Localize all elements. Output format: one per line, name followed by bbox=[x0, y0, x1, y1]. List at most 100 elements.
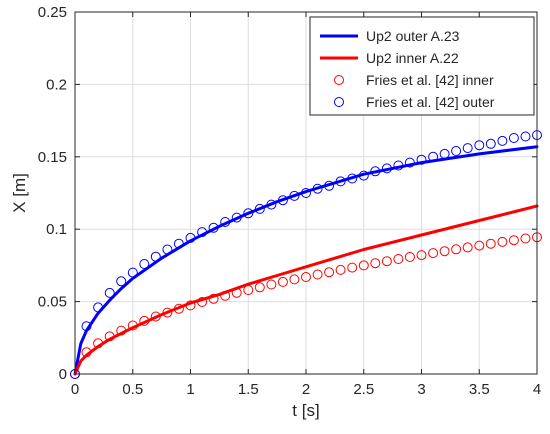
data-point-2 bbox=[150, 311, 161, 322]
data-point-3 bbox=[243, 208, 254, 219]
data-point-2 bbox=[324, 267, 335, 278]
data-point-2 bbox=[162, 307, 173, 318]
y-tick-label: 0.1 bbox=[46, 221, 67, 238]
data-point-3 bbox=[416, 154, 427, 165]
data-point-3 bbox=[485, 138, 496, 149]
data-point-3 bbox=[173, 238, 184, 249]
data-point-2 bbox=[335, 264, 346, 275]
data-point-3 bbox=[508, 133, 519, 143]
data-point-3 bbox=[197, 227, 208, 238]
data-point-3 bbox=[497, 135, 508, 146]
data-point-3 bbox=[324, 180, 335, 191]
data-point-3 bbox=[404, 157, 415, 168]
data-point-3 bbox=[451, 146, 462, 156]
axis-ticks: 0 0.5 1 1.5 2 2.5 3 3.5 4 0 0.05 0.1 0.15 0.2 0.25 bbox=[38, 4, 541, 398]
data-point-3 bbox=[104, 287, 115, 298]
data-point-3 bbox=[428, 151, 439, 162]
data-point-3 bbox=[93, 302, 104, 313]
data-point-2 bbox=[428, 248, 439, 259]
data-point-3 bbox=[312, 183, 323, 194]
data-point-3 bbox=[347, 173, 358, 184]
data-point-3 bbox=[116, 276, 127, 287]
data-point-3 bbox=[277, 195, 288, 206]
x-tick-label: 0 bbox=[71, 381, 79, 398]
data-point-3 bbox=[462, 143, 473, 154]
data-point-2 bbox=[185, 300, 196, 311]
y-tick-label: 0.05 bbox=[38, 294, 67, 311]
data-point-2 bbox=[81, 347, 92, 358]
x-tick-label: 4 bbox=[533, 381, 541, 398]
data-point-3 bbox=[254, 203, 265, 214]
data-point-2 bbox=[173, 303, 184, 314]
data-point-2 bbox=[197, 297, 208, 307]
x-tick-label: 2.5 bbox=[353, 381, 374, 398]
data-point-3 bbox=[208, 222, 219, 233]
data-point-3 bbox=[162, 244, 173, 255]
data-point-2 bbox=[520, 233, 531, 244]
data-point-2 bbox=[451, 244, 462, 255]
data-point-2 bbox=[220, 290, 231, 301]
legend-entry: Fries et al. [42] outer bbox=[366, 94, 495, 110]
data-point-2 bbox=[358, 260, 369, 271]
data-point-2 bbox=[393, 254, 404, 264]
series-line-1 bbox=[73, 204, 539, 376]
data-point-2 bbox=[370, 258, 381, 269]
data-point-3 bbox=[381, 163, 392, 174]
data-point-2 bbox=[381, 256, 392, 267]
legend-marker bbox=[334, 97, 344, 107]
data-point-2 bbox=[289, 274, 300, 285]
legend-entry: Up2 outer A.23 bbox=[366, 28, 460, 44]
x-tick-label: 3.5 bbox=[469, 381, 490, 398]
data-point-3 bbox=[81, 321, 92, 332]
data-point-2 bbox=[208, 293, 219, 304]
y-tick-label: 0.15 bbox=[38, 149, 67, 166]
legend-entry: Up2 inner A.22 bbox=[366, 50, 459, 66]
data-point-3 bbox=[393, 160, 404, 171]
data-point-2 bbox=[231, 287, 242, 298]
data-point-2 bbox=[474, 240, 485, 251]
x-tick-label: 0.5 bbox=[122, 381, 143, 398]
data-point-3 bbox=[370, 166, 381, 177]
x-tick-label: 2 bbox=[302, 381, 310, 398]
data-point-3 bbox=[301, 188, 311, 198]
data-point-3 bbox=[358, 170, 369, 181]
data-point-2 bbox=[404, 252, 415, 262]
x-tick-label: 1 bbox=[186, 381, 194, 398]
data-point-2 bbox=[508, 235, 519, 246]
data-point-2 bbox=[347, 262, 358, 273]
data-point-3 bbox=[439, 148, 450, 159]
data-point-3 bbox=[266, 199, 277, 210]
data-point-2 bbox=[266, 279, 277, 290]
data-point-3 bbox=[185, 232, 196, 243]
data-point-3 bbox=[139, 259, 150, 269]
legend-box bbox=[309, 16, 535, 116]
data-point-2 bbox=[93, 338, 104, 349]
x-tick-label: 1.5 bbox=[238, 381, 259, 398]
data-point-3 bbox=[474, 140, 485, 151]
data-point-2 bbox=[439, 246, 450, 257]
data-point-2 bbox=[127, 320, 138, 331]
data-point-3 bbox=[150, 251, 161, 262]
data-point-3 bbox=[335, 176, 346, 187]
data-point-2 bbox=[116, 325, 127, 336]
x-axis-label: t [s] bbox=[292, 401, 319, 420]
legend-marker bbox=[334, 75, 344, 85]
data-point-3 bbox=[220, 217, 231, 227]
data-point-2 bbox=[497, 236, 508, 247]
data-point-2 bbox=[243, 285, 254, 295]
data-point-2 bbox=[277, 276, 288, 287]
data-point-2 bbox=[485, 238, 496, 249]
data-point-3 bbox=[231, 212, 242, 223]
data-point-2 bbox=[139, 315, 150, 326]
data-point-2 bbox=[254, 282, 265, 293]
data-point-2 bbox=[301, 272, 311, 282]
y-tick-label: 0 bbox=[59, 366, 67, 383]
data-point-2 bbox=[104, 331, 115, 342]
data-point-2 bbox=[312, 269, 323, 280]
data-point-3 bbox=[520, 131, 531, 142]
data-point-3 bbox=[127, 267, 138, 278]
data-point-2 bbox=[462, 242, 473, 253]
data-point-3 bbox=[289, 190, 300, 201]
data-point-2 bbox=[416, 250, 427, 261]
